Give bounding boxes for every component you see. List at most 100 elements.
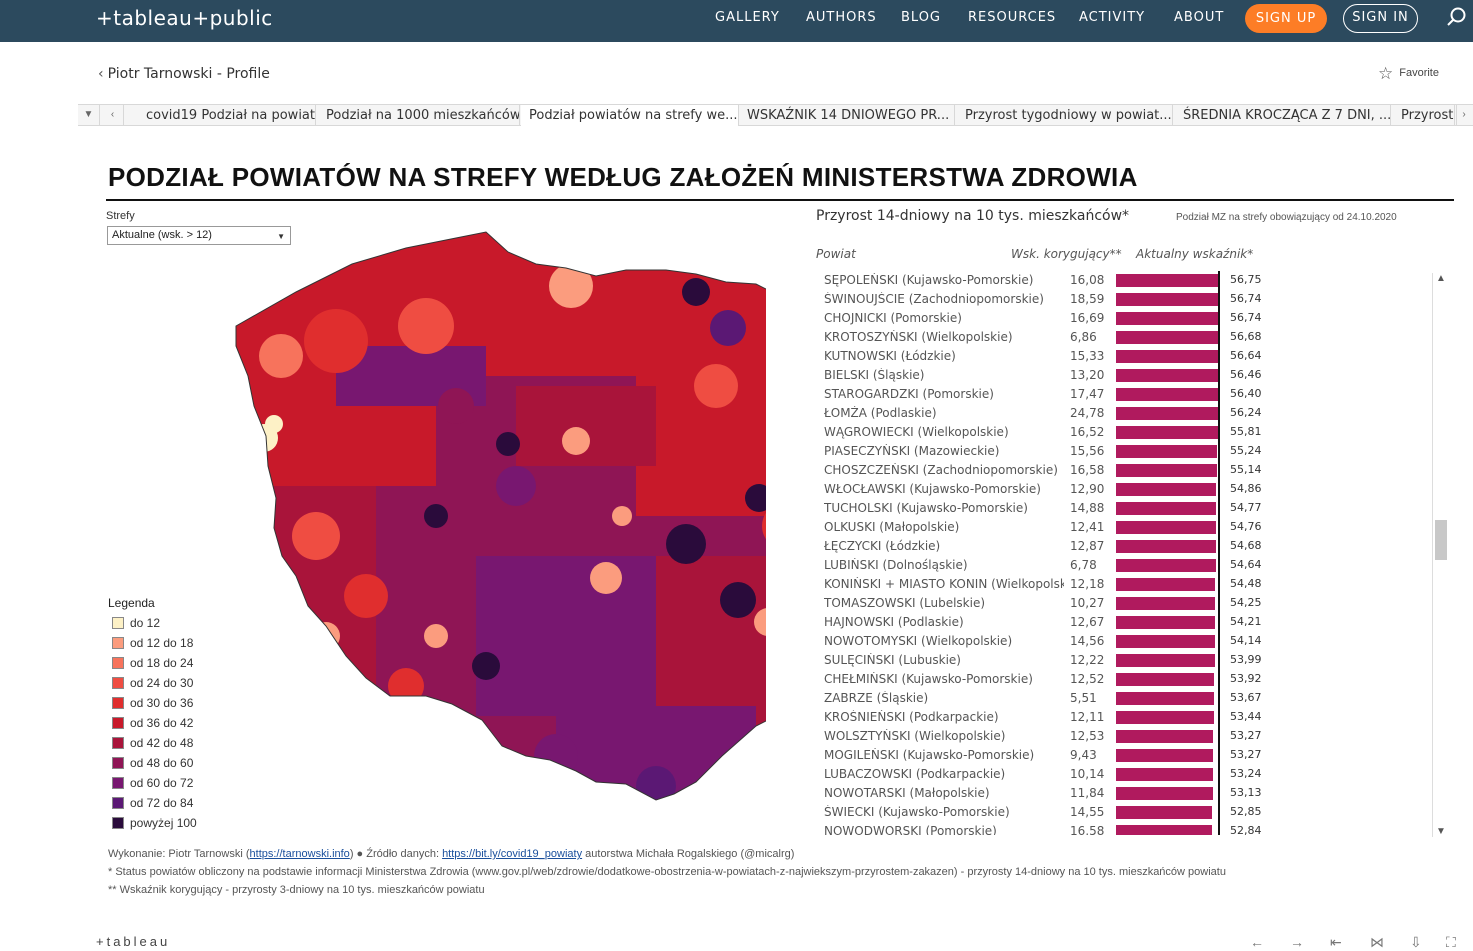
- legend-item[interactable]: od 12 do 18: [112, 636, 193, 650]
- table-row[interactable]: HAJNOWSKI (Podlaskie) 12,67 54,21: [816, 613, 1436, 632]
- table-row[interactable]: PIASECZYŃSKI (Mazowieckie) 15,56 55,24: [816, 442, 1436, 461]
- row-bar[interactable]: [1116, 521, 1216, 534]
- legend-item[interactable]: od 24 do 30: [112, 676, 193, 690]
- tab-scroll-left-icon[interactable]: ‹: [102, 105, 124, 126]
- favorite-button[interactable]: ☆ Favorite: [1378, 64, 1439, 84]
- tab-przyrost-tygodniowy[interactable]: Przyrost tygodniowy w powiat...: [957, 105, 1173, 126]
- table-row[interactable]: CHEŁMIŃSKI (Kujawsko-Pomorskie) 12,52 53,9…: [816, 670, 1436, 689]
- scroll-down-icon[interactable]: ▼: [1436, 826, 1446, 837]
- row-bar[interactable]: [1116, 597, 1215, 610]
- table-row[interactable]: SULĘCIŃSKI (Lubuskie) 12,22 53,99: [816, 651, 1436, 670]
- row-bar[interactable]: [1116, 692, 1214, 705]
- row-bar[interactable]: [1116, 654, 1215, 667]
- author-link[interactable]: https://tarnowski.info: [249, 848, 350, 860]
- redo-icon[interactable]: →: [1290, 934, 1304, 950]
- table-row[interactable]: TUCHOLSKI (Kujawsko-Pomorskie) 14,88 54,77: [816, 499, 1436, 518]
- legend-item[interactable]: od 18 do 24: [112, 656, 193, 670]
- table-row[interactable]: ŁOMŻA (Podlaskie) 24,78 56,24: [816, 404, 1436, 423]
- tableau-footer-logo[interactable]: +tableau: [96, 934, 171, 949]
- row-bar[interactable]: [1116, 711, 1214, 724]
- legend-item[interactable]: do 12: [112, 616, 160, 630]
- legend-item[interactable]: powyżej 100: [112, 816, 197, 830]
- tableau-public-logo[interactable]: +tableau+public: [96, 6, 273, 30]
- table-row[interactable]: NOWOTOMYSKI (Wielkopolskie) 14,56 54,14: [816, 632, 1436, 651]
- table-row[interactable]: LUBACZOWSKI (Podkarpackie) 10,14 53,24: [816, 765, 1436, 784]
- row-bar[interactable]: [1116, 825, 1212, 835]
- table-row[interactable]: WĄGROWIECKI (Wielkopolskie) 16,52 55,81: [816, 423, 1436, 442]
- table-row[interactable]: SĘPOLEŃSKI (Kujawsko-Pomorskie) 16,08 56,7…: [816, 271, 1436, 290]
- row-bar[interactable]: [1116, 350, 1219, 363]
- legend-item[interactable]: od 60 do 72: [112, 776, 193, 790]
- table-row[interactable]: KROTOSZYŃSKI (Wielkopolskie) 6,86 56,68: [816, 328, 1436, 347]
- table-row[interactable]: ŚWINOUJŚCIE (Zachodniopomorskie) 18,59 56,…: [816, 290, 1436, 309]
- poland-choropleth-map[interactable]: [156, 226, 766, 816]
- row-bar[interactable]: [1116, 730, 1213, 743]
- nav-blog[interactable]: BLOG: [901, 10, 942, 25]
- tab-podzial-strefy[interactable]: Podział powiatów na strefy we...: [521, 105, 739, 126]
- fullscreen-icon[interactable]: ⛶: [1446, 934, 1456, 950]
- revert-icon[interactable]: ⇤: [1330, 934, 1342, 950]
- table-row[interactable]: STAROGARDZKI (Pomorskie) 17,47 56,40: [816, 385, 1436, 404]
- back-to-profile-link[interactable]: ‹ Piotr Tarnowski - Profile: [98, 66, 270, 82]
- table-row[interactable]: NOWODWORSKI (Pomorskie) 16,58 52,84: [816, 822, 1436, 835]
- table-row[interactable]: KONIŃSKI + MIASTO KONIN (Wielkopolsk.. 12…: [816, 575, 1436, 594]
- table-row[interactable]: ŚWIECKI (Kujawsko-Pomorskie) 14,55 52,85: [816, 803, 1436, 822]
- scroll-thumb[interactable]: [1435, 520, 1447, 560]
- row-bar[interactable]: [1116, 312, 1220, 325]
- row-bar[interactable]: [1116, 749, 1213, 762]
- sign-in-button[interactable]: SIGN IN: [1343, 4, 1418, 33]
- source-link[interactable]: https://bit.ly/covid19_powiaty: [442, 848, 583, 860]
- undo-icon[interactable]: ←: [1250, 934, 1264, 950]
- strefy-filter-dropdown[interactable]: Aktualne (wsk. > 12) ▼: [107, 226, 291, 245]
- download-icon[interactable]: ⇩: [1410, 934, 1422, 950]
- row-bar[interactable]: [1116, 673, 1214, 686]
- row-bar[interactable]: [1116, 426, 1218, 439]
- legend-item[interactable]: od 72 do 84: [112, 796, 193, 810]
- table-row[interactable]: KROŚNIEŃSKI (Podkarpackie) 12,11 53,44: [816, 708, 1436, 727]
- table-row[interactable]: MOGILEŃSKI (Kujawsko-Pomorskie) 9,43 53,27: [816, 746, 1436, 765]
- legend-item[interactable]: od 30 do 36: [112, 696, 193, 710]
- table-row[interactable]: ŁĘCZYCKI (Łódzkie) 12,87 54,68: [816, 537, 1436, 556]
- row-bar[interactable]: [1116, 559, 1216, 572]
- legend-item[interactable]: od 48 do 60: [112, 756, 193, 770]
- share-icon[interactable]: ⋈: [1370, 934, 1384, 950]
- table-row[interactable]: BIELSKI (Śląskie) 13,20 56,46: [816, 366, 1436, 385]
- row-bar[interactable]: [1116, 578, 1215, 591]
- row-bar[interactable]: [1116, 540, 1216, 553]
- scroll-up-icon[interactable]: ▲: [1436, 273, 1446, 284]
- vertical-scrollbar[interactable]: ▲ ▼: [1432, 273, 1448, 837]
- search-icon[interactable]: [1446, 6, 1468, 28]
- row-bar[interactable]: [1116, 768, 1213, 781]
- tab-przyrost[interactable]: Przyrost: [1393, 105, 1457, 126]
- table-row[interactable]: WŁOCŁAWSKI (Kujawsko-Pomorskie) 12,90 54,8…: [816, 480, 1436, 499]
- row-bar[interactable]: [1116, 464, 1217, 477]
- table-row[interactable]: LUBIŃSKI (Dolnośląskie) 6,78 54,64: [816, 556, 1436, 575]
- row-bar[interactable]: [1116, 331, 1219, 344]
- row-bar[interactable]: [1116, 502, 1216, 515]
- sign-up-button[interactable]: SIGN UP: [1245, 4, 1327, 33]
- table-row[interactable]: WOLSZTYŃSKI (Wielkopolskie) 12,53 53,27: [816, 727, 1436, 746]
- nav-resources[interactable]: RESOURCES: [968, 10, 1057, 25]
- table-row[interactable]: CHOJNICKI (Pomorskie) 16,69 56,74: [816, 309, 1436, 328]
- row-bar[interactable]: [1116, 293, 1220, 306]
- tab-scroll-right-icon[interactable]: ›: [1454, 105, 1473, 126]
- nav-activity[interactable]: ACTIVITY: [1079, 10, 1146, 25]
- row-bar[interactable]: [1116, 388, 1219, 401]
- nav-about[interactable]: ABOUT: [1174, 10, 1225, 25]
- table-row[interactable]: OLKUSKI (Małopolskie) 12,41 54,76: [816, 518, 1436, 537]
- legend-item[interactable]: od 42 do 48: [112, 736, 193, 750]
- row-bar[interactable]: [1116, 407, 1219, 420]
- table-row[interactable]: NOWOTARSKI (Małopolskie) 11,84 53,13: [816, 784, 1436, 803]
- table-row[interactable]: TOMASZOWSKI (Lubelskie) 10,27 54,25: [816, 594, 1436, 613]
- table-row[interactable]: KUTNOWSKI (Łódzkie) 15,33 56,64: [816, 347, 1436, 366]
- legend-item[interactable]: od 36 do 42: [112, 716, 193, 730]
- row-bar[interactable]: [1116, 806, 1212, 819]
- row-bar[interactable]: [1116, 483, 1216, 496]
- row-bar[interactable]: [1116, 616, 1215, 629]
- row-bar[interactable]: [1116, 369, 1219, 382]
- nav-gallery[interactable]: GALLERY: [715, 10, 780, 25]
- tab-menu-dropdown-icon[interactable]: ▼: [78, 105, 100, 126]
- tab-covid19-powiaty[interactable]: covid19 Podział na powiaty: [138, 105, 316, 126]
- table-row[interactable]: CHOSZCZEŃSKI (Zachodniopomorskie) 16,58 55…: [816, 461, 1436, 480]
- tab-srednia-kroczaca[interactable]: ŚREDNIA KROCZĄCA Z 7 DNI, ...: [1175, 105, 1391, 126]
